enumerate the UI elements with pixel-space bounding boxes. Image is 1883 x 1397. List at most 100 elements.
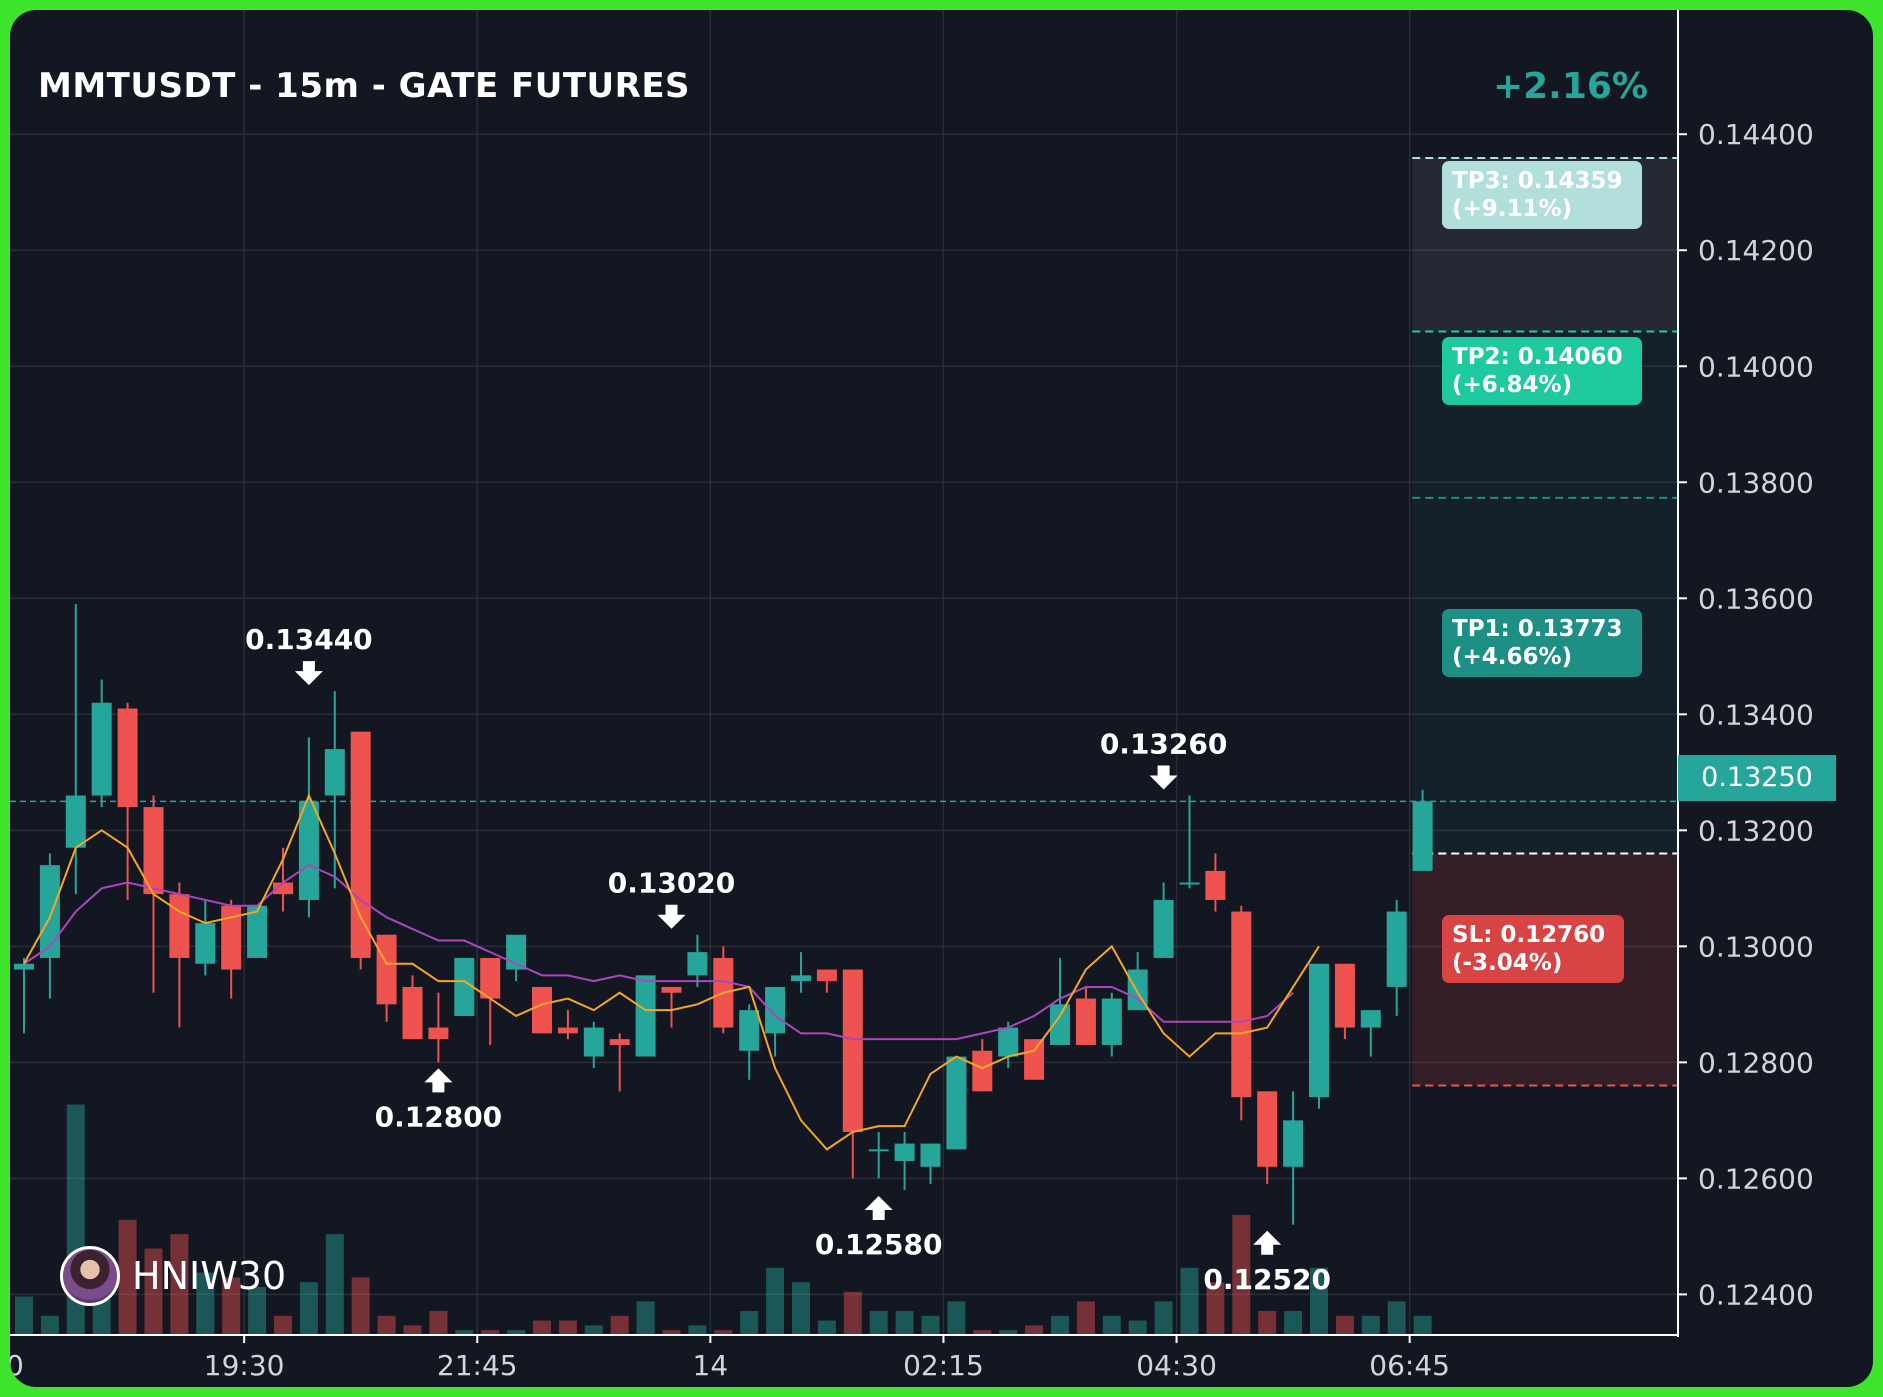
- y-tick-label: 0.13800: [1698, 466, 1814, 499]
- down-arrow-icon: [657, 904, 686, 929]
- x-tick-label: 04:30: [1136, 1349, 1217, 1382]
- volume-bar: [636, 1301, 655, 1335]
- sl-label: SL: 0.12760 (-3.04%): [1442, 915, 1624, 983]
- tp1-price: TP1: 0.13773: [1452, 616, 1623, 642]
- volume-bar: [662, 1330, 681, 1335]
- up-arrow-icon: [424, 1068, 453, 1093]
- candle-body: [1075, 998, 1096, 1045]
- candle-body: [273, 882, 293, 895]
- candle-body: [868, 1149, 889, 1152]
- candle-body: [791, 975, 811, 982]
- candle-body: [635, 975, 656, 1057]
- volume-bar: [947, 1301, 966, 1335]
- volume-bar: [1284, 1311, 1303, 1335]
- candle-body: [946, 1056, 967, 1150]
- chart-frame: 0.13440 0.12800 0.13020 0.12580 0.13260 0.125…: [10, 10, 1873, 1387]
- volume-bar: [15, 1296, 33, 1335]
- volume-bar: [299, 1282, 318, 1335]
- up-arrow-icon: [1253, 1230, 1282, 1255]
- change-percent: +2.16%: [1492, 66, 1648, 107]
- volume-bar: [403, 1325, 422, 1335]
- candle-body: [1050, 1004, 1070, 1045]
- candle-body: [428, 1027, 449, 1040]
- x-tick-label: 14: [693, 1349, 729, 1382]
- brand-name: HNIW30: [132, 1254, 287, 1298]
- tp1-label: TP1: 0.13773 (+4.66%): [1442, 609, 1642, 677]
- up-arrow-icon: [864, 1195, 893, 1220]
- tp3-price: TP3: 0.14359: [1452, 168, 1623, 194]
- candle-body: [1386, 911, 1407, 987]
- volume-bar: [170, 1234, 189, 1335]
- candle-body: [91, 702, 112, 796]
- tp2-label: TP2: 0.14060 (+6.84%): [1442, 337, 1642, 405]
- y-tick-label: 0.14200: [1698, 234, 1814, 267]
- volume-bar: [1076, 1301, 1095, 1335]
- volume-bar: [533, 1320, 551, 1335]
- volume-bar: [1387, 1301, 1406, 1335]
- marker-label: 0.13260: [1100, 728, 1228, 761]
- candle-body: [1231, 911, 1252, 1098]
- candle-body: [842, 969, 863, 1132]
- candle-body: [816, 969, 837, 982]
- candle-body: [117, 708, 138, 808]
- volume-bar: [1361, 1315, 1380, 1335]
- volume-bar: [740, 1311, 759, 1335]
- volume-bar: [1310, 1267, 1328, 1335]
- y-tick-label: 0.12800: [1698, 1046, 1814, 1079]
- volume-bar: [325, 1234, 344, 1335]
- candle-body: [661, 986, 682, 993]
- candle-body: [998, 1027, 1019, 1057]
- marker-label: 0.13020: [608, 867, 736, 900]
- volume-bar: [1232, 1215, 1251, 1335]
- candle-body: [1360, 1010, 1381, 1028]
- volume-bar: [1180, 1267, 1199, 1335]
- tp2-price: TP2: 0.14060: [1452, 344, 1623, 370]
- down-arrow-icon: [1149, 765, 1178, 790]
- x-tick-label: 21:45: [437, 1349, 518, 1382]
- candle-body: [454, 957, 475, 1016]
- volume-bar: [1154, 1301, 1173, 1335]
- volume-bar: [1051, 1315, 1069, 1335]
- x-tick-label: 02:15: [903, 1349, 984, 1382]
- candle-body: [1283, 1120, 1304, 1167]
- volume-bar: [766, 1267, 785, 1335]
- y-tick-label: 0.13600: [1698, 582, 1814, 615]
- volume-bar: [377, 1315, 396, 1335]
- volume-bar: [1335, 1315, 1354, 1335]
- y-tick-label: 0.13000: [1698, 930, 1814, 963]
- volume-bar: [558, 1320, 577, 1335]
- tp2-percent: (+6.84%): [1452, 372, 1573, 398]
- volume-bar: [1413, 1315, 1432, 1335]
- volume-bar: [610, 1315, 629, 1335]
- marker-label: 0.12580: [815, 1228, 943, 1261]
- marker-label: 0.13440: [245, 623, 373, 656]
- candle-body: [350, 731, 371, 958]
- volume-bar: [1102, 1315, 1121, 1335]
- volume-bar: [921, 1315, 940, 1335]
- volume-bar: [507, 1330, 526, 1335]
- candle-body: [14, 963, 34, 970]
- candle-body: [1153, 899, 1174, 958]
- marker-label: 0.12800: [375, 1100, 503, 1133]
- volume-bar: [973, 1330, 992, 1335]
- current-price-tag: 0.13250: [1678, 755, 1836, 801]
- candle-body: [1101, 998, 1122, 1045]
- candle-body: [583, 1027, 604, 1057]
- candle-body: [143, 807, 164, 895]
- y-tick-label: 0.12600: [1698, 1162, 1814, 1195]
- tp-zone: [1412, 331, 1678, 854]
- candle-body: [1179, 882, 1200, 885]
- y-tick-label: 0.13400: [1698, 698, 1814, 731]
- candle-body: [972, 1050, 993, 1092]
- down-arrow-icon: [294, 661, 323, 686]
- brand-watermark: HNIW30: [60, 1246, 286, 1306]
- ma-fast-line: [23, 792, 1320, 1151]
- y-tick-label: 0.13200: [1698, 814, 1814, 847]
- candle-body: [221, 905, 242, 970]
- candle-body: [1024, 1039, 1045, 1080]
- volume-bar: [584, 1325, 603, 1335]
- ma-slow-line: [23, 863, 1294, 1041]
- sl-percent: (-3.04%): [1452, 950, 1563, 976]
- candle-body: [169, 894, 190, 958]
- volume-bar: [1258, 1311, 1277, 1335]
